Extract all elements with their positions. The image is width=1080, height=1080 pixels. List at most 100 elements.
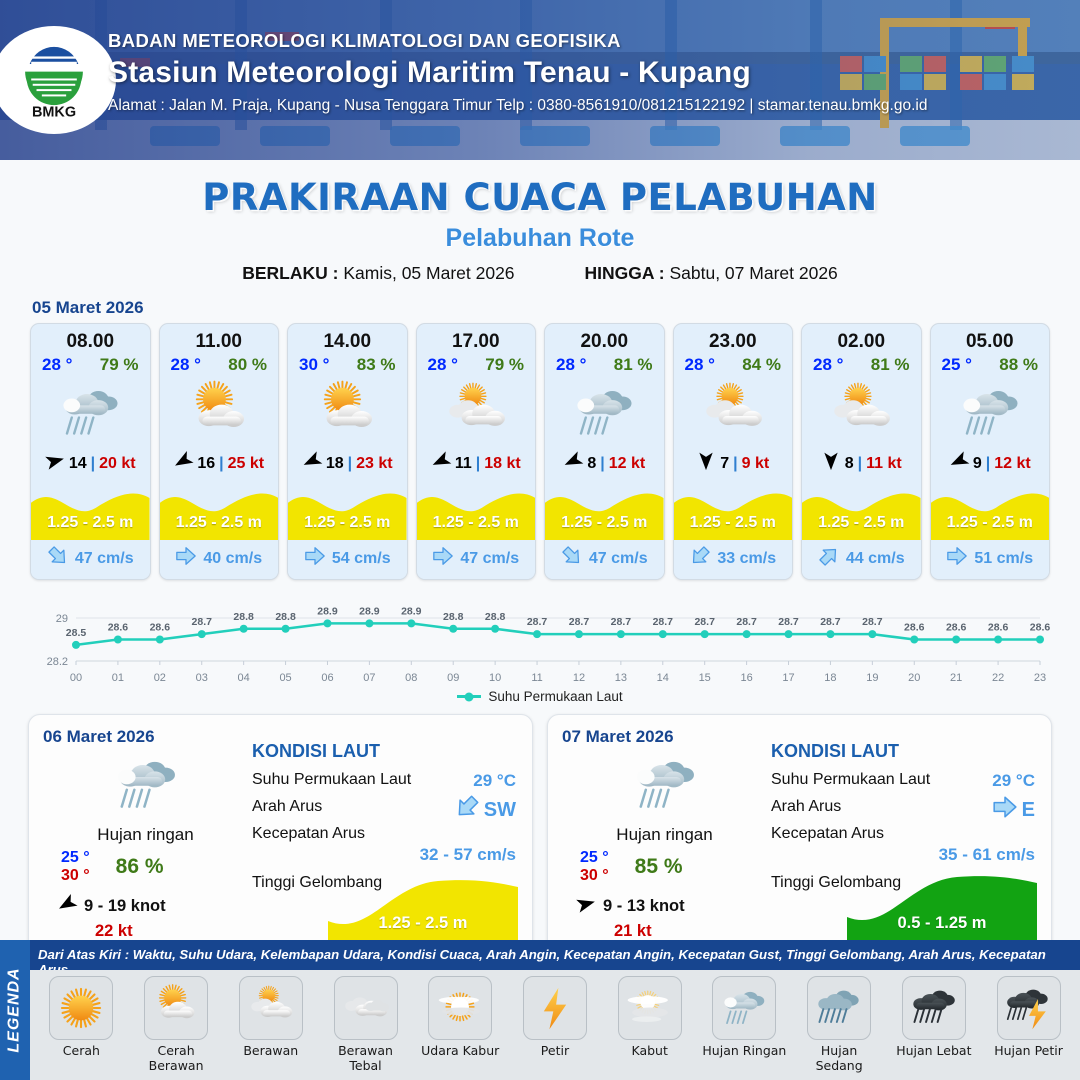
- svg-text:13: 13: [615, 672, 627, 684]
- station-address: Alamat : Jalan M. Praja, Kupang - Nusa T…: [108, 97, 928, 114]
- wind-separator: |: [985, 454, 991, 472]
- wind-speed: 16: [197, 454, 216, 472]
- current-speed: 47 cm/s: [588, 549, 648, 567]
- legend-item-label: Hujan Petir: [994, 1043, 1063, 1058]
- day-date: 06 Maret 2026: [43, 727, 155, 746]
- svg-text:18: 18: [824, 672, 836, 684]
- card-humidity: 81 %: [870, 355, 910, 374]
- weather-icon-berawan: [802, 377, 921, 449]
- day-wind-speed: 9 - 13 knot: [603, 896, 685, 915]
- day-date: 07 Maret 2026: [562, 727, 674, 746]
- current-speed: 47 cm/s: [74, 549, 134, 567]
- svg-text:28.7: 28.7: [527, 616, 548, 628]
- svg-text:28.6: 28.6: [988, 622, 1009, 634]
- current-direction-row: Arah Arus SW: [252, 795, 518, 821]
- current-direction-arrow-icon: [561, 545, 583, 572]
- sst-label: Suhu Permukaan Laut: [771, 771, 931, 788]
- svg-text:28.8: 28.8: [275, 611, 296, 623]
- wave-height: 1.25 - 2.5 m: [946, 514, 1033, 531]
- current-direction-arrow-icon: [432, 545, 454, 572]
- svg-text:28.9: 28.9: [401, 605, 422, 617]
- legend-icon-berawan: [238, 976, 303, 1040]
- current-speed: 51 cm/s: [974, 549, 1034, 567]
- card-humidity: 83 %: [356, 355, 396, 374]
- svg-text:28.5: 28.5: [66, 627, 87, 639]
- weather-icon-cerah-berawan: [160, 377, 279, 449]
- day-temperature-block: 25 ° 30 ° 85 %: [562, 849, 767, 886]
- current-direction-value-block: SW: [454, 794, 516, 826]
- day-humidity: 86 %: [115, 855, 164, 879]
- svg-text:28.7: 28.7: [862, 616, 883, 628]
- title-block: PRAKIRAAN CUACA PELABUHAN Pelabuhan Rote…: [0, 160, 1080, 284]
- svg-text:01: 01: [112, 672, 124, 684]
- legend-icon-cerah: [49, 976, 114, 1040]
- hourly-forecast-row: 08.00 28 ° 79 % 14 | 20 kt 1: [0, 323, 1080, 580]
- card-time: 23.00: [708, 331, 757, 352]
- legend-icon-kabut: [617, 976, 682, 1040]
- legend-icon-berawan-tebal: [333, 976, 398, 1040]
- svg-text:29: 29: [56, 613, 68, 625]
- svg-text:14: 14: [657, 672, 669, 684]
- sst-chart: 29 28.2 00 01 02 03 04 05 06 07 08 09 10 11 12 13 14 15 16…: [28, 592, 1052, 687]
- svg-text:10: 10: [489, 672, 501, 684]
- wind-separator: |: [219, 454, 224, 472]
- legend-item-label: Cerah: [62, 1043, 100, 1058]
- wave-height: 1.25 - 2.5 m: [432, 514, 519, 531]
- hourly-card: 05.00 25 ° 88 % 9 | 12 kt 1.: [929, 323, 1050, 580]
- card-wave-block: 1.25 - 2.5 m: [159, 480, 278, 540]
- day-temp-min: 25 °: [61, 849, 90, 866]
- card-time: 14.00: [323, 331, 372, 352]
- legend-items: Cerah Cerah Berawan Berawan: [30, 970, 1080, 1080]
- bmkg-logo-icon: BMKG: [25, 46, 83, 120]
- sea-conditions-title: KONDISI LAUT: [771, 741, 899, 761]
- card-current-row: 44 cm/s: [802, 540, 921, 579]
- current-direction-row: Arah Arus E: [771, 796, 1037, 821]
- svg-text:17: 17: [782, 672, 794, 684]
- svg-text:09: 09: [447, 672, 459, 684]
- svg-text:28.6: 28.6: [150, 622, 171, 634]
- sst-row: Suhu Permukaan Laut 29 °C: [252, 771, 518, 790]
- current-direction-arrow-icon: [304, 545, 326, 572]
- legend-item-label: Petir: [540, 1043, 570, 1058]
- card-wave-block: 1.25 - 2.5 m: [802, 480, 921, 540]
- wind-separator: |: [733, 454, 738, 472]
- weather-icon-hujan-ringan: [31, 377, 150, 449]
- current-direction-label: Arah Arus: [252, 798, 323, 815]
- wind-gust: 23 kt: [356, 454, 393, 472]
- wind-separator: |: [857, 454, 863, 472]
- day-humidity: 85 %: [634, 855, 683, 879]
- legend-item: Berawan Tebal: [323, 976, 409, 1073]
- card-wind-row: 16 | 25 kt: [160, 449, 279, 480]
- legend-item: Hujan Petir: [986, 976, 1072, 1058]
- sea-conditions-title: KONDISI LAUT: [252, 741, 380, 761]
- svg-text:28.7: 28.7: [569, 616, 590, 628]
- svg-text:28.7: 28.7: [192, 616, 213, 628]
- wind-direction-arrow-icon: [173, 451, 194, 476]
- page-header: BMKG BADAN METEOROLOGI KLIMATOLOGI DAN G…: [0, 0, 1080, 160]
- card-wave-block: 1.25 - 2.5 m: [673, 480, 792, 540]
- svg-text:28.7: 28.7: [778, 616, 799, 628]
- port-name: Pelabuhan Rote: [445, 224, 635, 252]
- card-wave-block: 1.25 - 2.5 m: [930, 480, 1049, 540]
- legend-item: Berawan: [228, 976, 314, 1058]
- day-temp-min: 25 °: [580, 849, 609, 866]
- current-speed: 54 cm/s: [331, 549, 391, 567]
- legend-icon-hujan-ringan: [712, 976, 777, 1040]
- current-speed: 47 cm/s: [460, 549, 520, 567]
- wind-speed: 18: [325, 454, 344, 472]
- svg-text:28.8: 28.8: [485, 611, 506, 623]
- wind-separator: |: [475, 454, 481, 472]
- legend-item-label: Cerah Berawan: [148, 1043, 204, 1073]
- svg-text:28.7: 28.7: [820, 616, 841, 628]
- svg-text:04: 04: [238, 672, 250, 684]
- wind-direction-arrow-icon: [45, 451, 65, 476]
- day-wind-row: 9 - 13 knot: [562, 894, 767, 919]
- wave-height-label: Tinggi Gelombang: [771, 874, 902, 891]
- daily-forecast-panel: 06 Maret 2026 Hujan ringan 25 ° 30 ° 86 …: [28, 714, 533, 954]
- wind-speed: 11: [454, 454, 472, 472]
- svg-text:07: 07: [363, 672, 375, 684]
- svg-text:12: 12: [573, 672, 585, 684]
- svg-text:28.9: 28.9: [317, 605, 338, 617]
- card-wind-row: 7 | 9 kt: [674, 449, 793, 480]
- wave-height: 1.25 - 2.5 m: [175, 514, 262, 531]
